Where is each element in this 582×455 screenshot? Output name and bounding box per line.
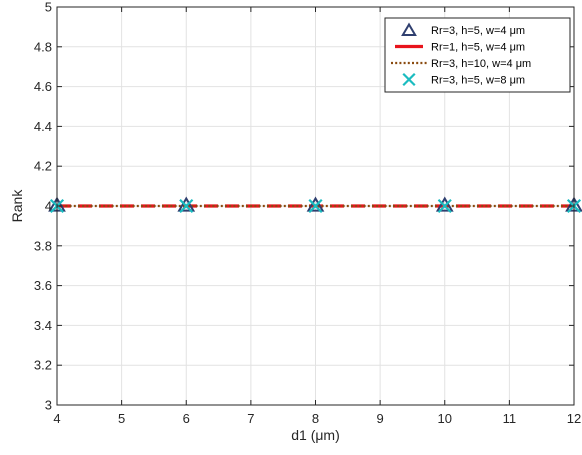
- y-tick-label: 3: [45, 398, 52, 413]
- y-tick-label: 3.6: [34, 278, 52, 293]
- ticks: [56, 6, 575, 406]
- x-tick-label: 9: [377, 411, 384, 426]
- x-tick-label: 8: [312, 411, 319, 426]
- legend-item: Rr=3, h=5, w=4 μm: [401, 22, 525, 37]
- x-tick-label: 11: [503, 411, 517, 426]
- x-marker-stroke: [308, 198, 323, 214]
- legend-label: Rr=3, h=5, w=4 μm: [431, 25, 525, 37]
- x-tick-label: 10: [438, 411, 452, 426]
- x-tick-label: 7: [247, 411, 254, 426]
- y-tick-label: 4.4: [34, 119, 52, 134]
- y-tick-label: 4: [45, 199, 52, 214]
- x-marker-stroke: [437, 198, 452, 214]
- legend-x-marker: [402, 72, 416, 87]
- legend-item: Rr=3, h=10, w=4 μm: [391, 58, 531, 70]
- legend-label: Rr=1, h=5, w=4 μm: [431, 42, 525, 54]
- x-tick-label: 4: [53, 411, 60, 426]
- triangle-marker: [306, 196, 325, 212]
- x-tick-label: 5: [118, 411, 125, 426]
- legend-item: Rr=3, h=5, w=8 μm: [402, 72, 525, 87]
- x-tick-label: 6: [183, 411, 190, 426]
- x-marker: [308, 198, 323, 214]
- tick-labels: 4 5 6 7 8 9 10 11 12 3 3.2 3.4 3.6 3.8 4 4.2 4.4 4.6 4.8 5: [34, 0, 581, 426]
- legend-triangle-marker: [401, 22, 417, 37]
- x-marker: [437, 198, 452, 214]
- y-tick-label: 5: [45, 0, 52, 15]
- x-axis-label: d1 (μm): [291, 427, 340, 443]
- x-marker: [179, 198, 194, 214]
- x-marker-stroke: [179, 198, 194, 214]
- triangle-marker: [435, 196, 454, 212]
- legend-item: Rr=1, h=5, w=4 μm: [395, 42, 525, 54]
- x-tick-label: 12: [567, 411, 581, 426]
- triangle-marker: [177, 196, 196, 212]
- legend: Rr=3, h=5, w=4 μm Rr=1, h=5, w=4 μm Rr=3, …: [384, 17, 571, 93]
- y-tick-label: 4.6: [34, 79, 52, 94]
- y-tick-label: 3.8: [34, 238, 52, 253]
- y-tick-label: 3.4: [34, 318, 52, 333]
- y-axis-label: Rank: [9, 189, 25, 223]
- legend-box: [384, 17, 571, 93]
- series-layer: [48, 196, 582, 214]
- y-tick-label: 3.2: [34, 358, 52, 373]
- legend-label: Rr=3, h=5, w=8 μm: [431, 75, 525, 87]
- y-tick-label: 4.2: [34, 159, 52, 174]
- x-marker-stroke: [402, 72, 416, 87]
- legend-label: Rr=3, h=10, w=4 μm: [431, 58, 531, 70]
- y-tick-label: 4.8: [34, 39, 52, 54]
